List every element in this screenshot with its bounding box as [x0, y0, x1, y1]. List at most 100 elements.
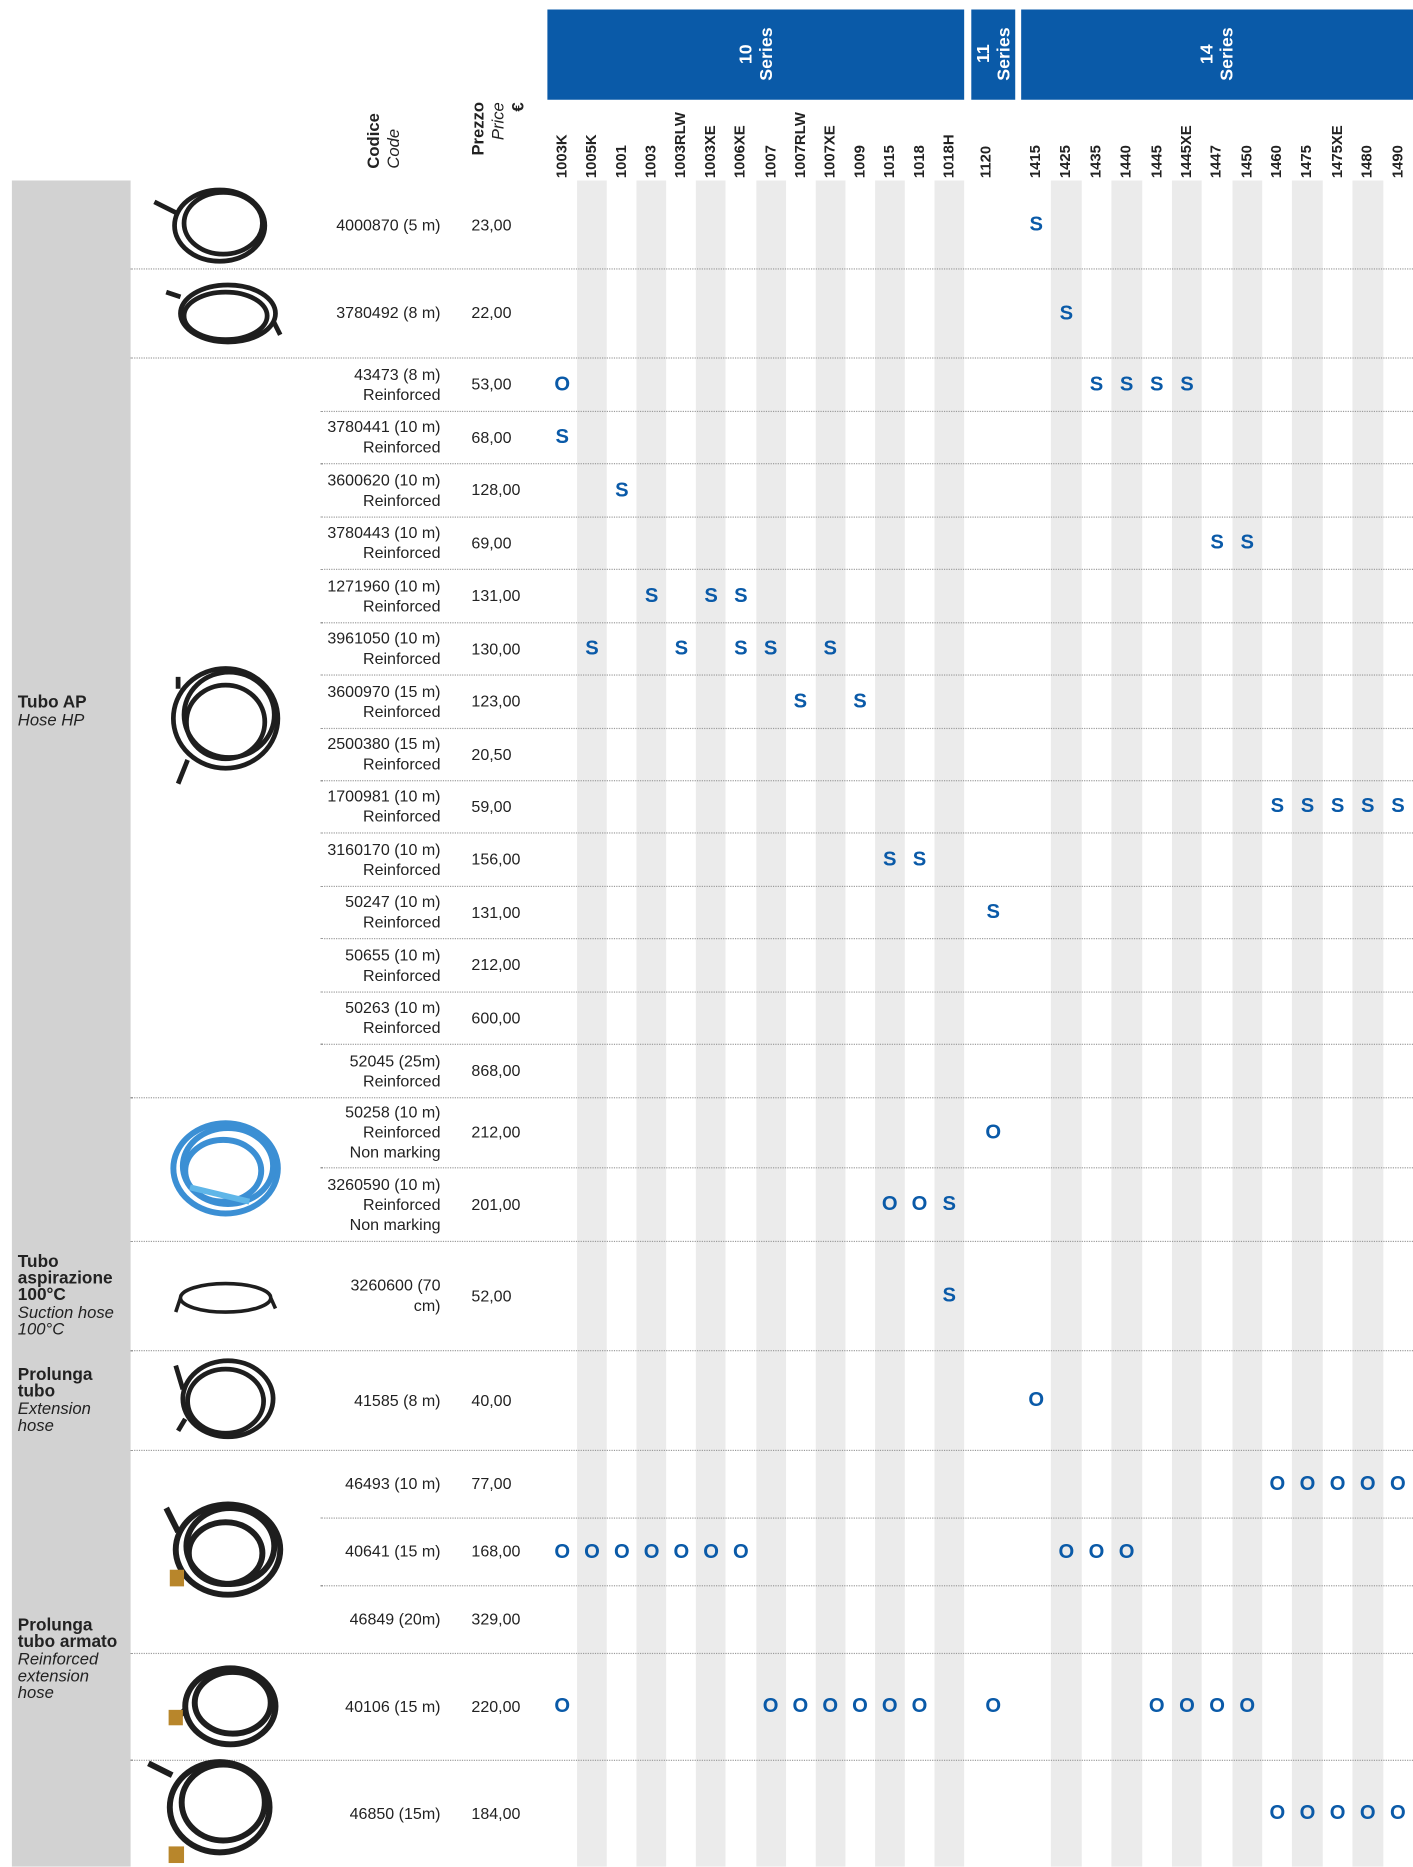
row-separator: [320, 885, 1413, 887]
row-separator: [320, 780, 1413, 782]
compatibility-mark: S: [853, 689, 867, 712]
row-separator: [320, 1167, 1413, 1169]
product-price: 53,00: [471, 375, 512, 394]
product-code: 3780443 (10 m) Reinforced: [297, 517, 441, 569]
product-price: 68,00: [471, 428, 512, 446]
compatibility-mark: S: [763, 636, 778, 660]
hose-image: [153, 187, 268, 264]
compatibility-mark: O: [703, 1539, 719, 1563]
code-line: 1700981 (10 m): [327, 787, 441, 806]
group-label: Tubo AP Hose HP: [18, 180, 127, 1240]
row-separator: [320, 1517, 1413, 1519]
product-code: 43473 (8 m) Reinforced: [297, 357, 441, 410]
compatibility-mark: S: [585, 636, 599, 660]
code-line: Reinforced: [362, 860, 441, 879]
compatibility-mark: S: [704, 583, 718, 607]
code-line: 41585 (8 m): [354, 1391, 441, 1409]
group-label: Prolunga tubo armato Reinforced extension…: [18, 1450, 127, 1867]
product-price: 131,00: [471, 586, 521, 605]
code-line: 3260600 (70: [350, 1276, 441, 1295]
compatibility-mark: S: [1059, 301, 1074, 324]
product-price: 59,00: [471, 797, 512, 816]
compatibility-mark: O: [1058, 1539, 1075, 1563]
hose-image: [165, 282, 283, 345]
compatibility-mark: S: [555, 425, 570, 448]
product-price: 69,00: [471, 533, 512, 552]
product-price: 184,00: [471, 1804, 521, 1823]
compatibility-mark: O: [1209, 1694, 1225, 1717]
compatibility-mark: S: [793, 689, 808, 712]
compatibility-mark: O: [1329, 1801, 1346, 1824]
code-line: 43473 (8 m): [354, 365, 441, 383]
compatibility-mark: S: [1391, 794, 1405, 817]
compatibility-mark: O: [1299, 1471, 1316, 1495]
product-price: 220,00: [471, 1697, 521, 1716]
compatibility-mark: O: [1148, 1694, 1165, 1717]
product-code: 40106 (15 m): [297, 1653, 441, 1760]
product-code: 50263 (10 m) Reinforced: [297, 991, 441, 1043]
compatibility-mark: O: [1269, 1471, 1286, 1495]
compatibility-mark: S: [1119, 372, 1134, 395]
compatibility-mark: O: [822, 1694, 839, 1717]
product-code: 2500380 (15 m) Reinforced: [297, 728, 441, 780]
code-line: Reinforced: [362, 1018, 441, 1037]
code-line: Reinforced: [362, 1123, 441, 1142]
code-line: Reinforced: [362, 1071, 441, 1090]
product-code: 1271960 (10 m) Reinforced: [297, 569, 441, 622]
product-price: 22,00: [471, 303, 512, 322]
group-name-en: Reinforced extension hose: [17, 1648, 99, 1701]
code-line: 3260590 (10 m): [327, 1174, 441, 1193]
row-separator: [130, 1240, 1413, 1243]
product-price: 131,00: [471, 903, 521, 921]
product-price: 77,00: [471, 1474, 512, 1493]
group-name: Prolunga tubo: [17, 1365, 93, 1402]
product-code: 40641 (15 m): [297, 1517, 440, 1585]
compatibility-mark: O: [852, 1694, 868, 1717]
code-line: 46493 (10 m): [345, 1474, 441, 1493]
group-name-en: Extension hose: [17, 1398, 91, 1435]
code-line: 40106 (15 m): [345, 1697, 441, 1716]
code-line: 3600970 (15 m): [327, 682, 441, 700]
code-line: Reinforced: [362, 385, 441, 404]
compatibility-mark: S: [734, 583, 748, 607]
product-code: 50655 (10 m) Reinforced: [297, 938, 441, 991]
row-separator: [130, 1449, 1413, 1452]
code-line: 50263 (10 m): [345, 998, 441, 1017]
code-line: 50655 (10 m): [345, 945, 441, 964]
compatibility-mark: S: [1330, 794, 1345, 817]
row-separator: [320, 832, 1413, 834]
compatibility-mark: O: [554, 1694, 571, 1717]
row-separator: [320, 622, 1413, 624]
row-separator: [320, 410, 1413, 413]
compatibility-mark: S: [1240, 530, 1254, 554]
compatibility-mark: O: [1269, 1801, 1286, 1824]
code-line: Reinforced: [362, 543, 441, 562]
product-price: 130,00: [471, 639, 521, 658]
product-price: 128,00: [471, 480, 521, 499]
row-separator: [130, 1759, 1413, 1761]
compatibility-mark: O: [911, 1694, 928, 1717]
product-price: 52,00: [471, 1286, 512, 1305]
compatibility-mark: O: [1359, 1471, 1376, 1495]
code-line: 2500380 (15 m): [327, 735, 441, 753]
group-name-en: Suction hose 100°C: [17, 1302, 114, 1339]
compatibility-mark: S: [986, 900, 1000, 923]
product-code: 3600970 (15 m) Reinforced: [297, 674, 441, 727]
code-line: 1271960 (10 m): [327, 576, 441, 595]
product-code: 46850 (15m): [297, 1760, 441, 1867]
code-line: cm): [413, 1296, 441, 1315]
product-code: 50258 (10 m) Reinforced Non marking: [297, 1097, 441, 1167]
compatibility-mark: O: [1299, 1801, 1316, 1824]
code-line: 3780443 (10 m): [327, 523, 441, 542]
code-line: Non marking: [349, 1143, 441, 1162]
code-line: Reinforced: [362, 965, 441, 984]
group-label: Tubo aspirazione 100°C Suction hose 100°C: [18, 1241, 127, 1350]
product-price: 329,00: [471, 1610, 521, 1628]
product-code: 52045 (25m) Reinforced: [297, 1044, 441, 1097]
compatibility-mark: O: [1028, 1388, 1045, 1411]
product-price: 40,00: [471, 1391, 512, 1409]
compatibility-mark: S: [1270, 794, 1285, 817]
code-line: Reinforced: [362, 438, 441, 456]
row-separator: [130, 357, 1413, 359]
